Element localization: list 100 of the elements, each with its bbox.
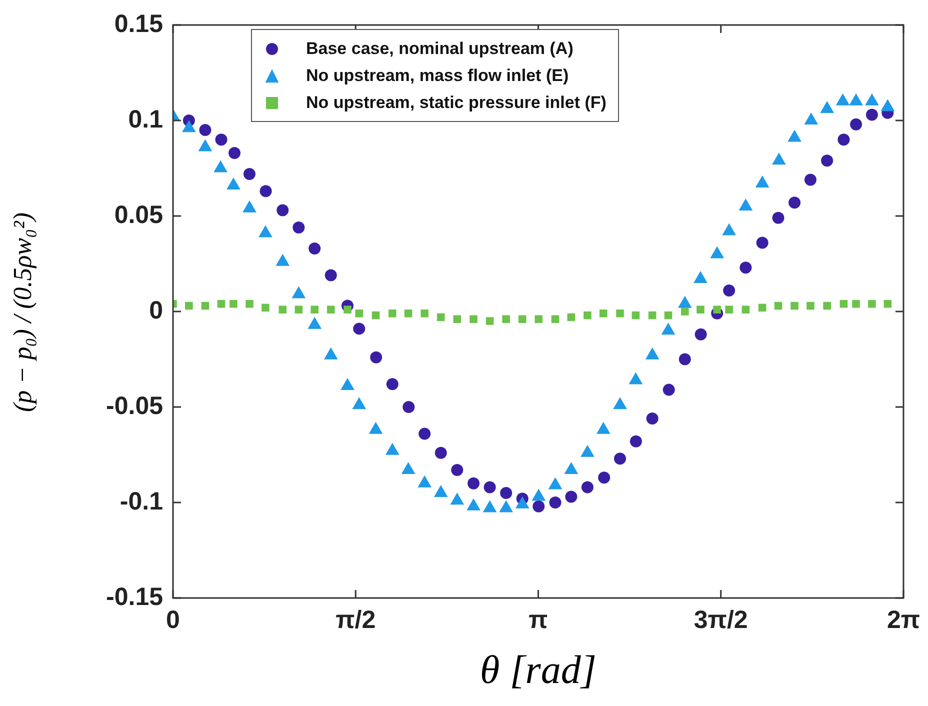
y-tick-label: 0 bbox=[149, 296, 163, 324]
point bbox=[648, 311, 656, 320]
point bbox=[756, 236, 768, 249]
point bbox=[616, 310, 624, 318]
point bbox=[404, 310, 412, 318]
point bbox=[230, 300, 238, 308]
point bbox=[292, 221, 305, 234]
point bbox=[502, 315, 510, 324]
point bbox=[806, 302, 814, 310]
point bbox=[772, 212, 784, 224]
point bbox=[565, 490, 578, 503]
y-tick-label: 0.15 bbox=[114, 10, 164, 38]
point bbox=[584, 311, 592, 320]
point bbox=[276, 204, 289, 216]
point bbox=[884, 300, 892, 308]
point bbox=[788, 196, 801, 209]
y-tick-label: -0.15 bbox=[106, 582, 164, 611]
point bbox=[821, 154, 834, 167]
y-tick-label: -0.05 bbox=[106, 392, 164, 420]
y-axis-title: (p − p₀) / (0.5ρw₀²) bbox=[8, 212, 38, 412]
x-tick-label: π bbox=[528, 606, 548, 634]
point bbox=[758, 304, 766, 312]
point bbox=[694, 328, 707, 340]
point bbox=[868, 300, 876, 308]
point bbox=[370, 351, 382, 364]
point bbox=[823, 302, 831, 310]
point bbox=[632, 311, 640, 320]
point bbox=[662, 384, 675, 396]
point bbox=[451, 464, 464, 476]
legend-label: No upstream, mass flow inlet (E) bbox=[306, 66, 569, 86]
point bbox=[790, 302, 798, 310]
point bbox=[402, 401, 415, 413]
point bbox=[774, 302, 782, 310]
point bbox=[185, 302, 193, 310]
point bbox=[372, 311, 380, 320]
point bbox=[725, 306, 733, 314]
point bbox=[678, 353, 691, 366]
point bbox=[201, 302, 210, 310]
x-tick-label: 3π/2 bbox=[694, 606, 748, 634]
point bbox=[532, 500, 545, 512]
point bbox=[468, 477, 480, 490]
point bbox=[308, 242, 321, 254]
point bbox=[713, 306, 721, 314]
point bbox=[324, 269, 337, 282]
point bbox=[551, 315, 560, 324]
point bbox=[484, 481, 496, 494]
x-tick-label: 2π bbox=[886, 606, 920, 634]
point bbox=[681, 308, 689, 316]
point bbox=[549, 496, 562, 508]
point bbox=[696, 306, 704, 314]
point bbox=[630, 435, 642, 448]
point bbox=[486, 317, 494, 325]
point bbox=[294, 306, 303, 314]
y-tick-label: 0.05 bbox=[114, 200, 164, 229]
point bbox=[581, 481, 594, 494]
point bbox=[355, 310, 364, 318]
point bbox=[742, 306, 750, 314]
x-tick-label: π/2 bbox=[336, 606, 376, 634]
point bbox=[600, 310, 608, 318]
x-axis-title: θ [rad] bbox=[480, 646, 596, 693]
point bbox=[420, 310, 428, 318]
point bbox=[418, 428, 431, 440]
y-tick-label: -0.1 bbox=[120, 487, 164, 516]
point bbox=[217, 300, 226, 308]
point bbox=[838, 134, 850, 146]
point bbox=[215, 134, 228, 146]
point bbox=[840, 300, 848, 308]
point bbox=[804, 174, 816, 186]
point bbox=[262, 304, 270, 312]
point bbox=[723, 284, 736, 296]
point bbox=[353, 322, 366, 335]
point bbox=[260, 185, 272, 198]
point bbox=[646, 412, 658, 424]
point bbox=[246, 300, 254, 308]
point bbox=[228, 146, 240, 159]
point bbox=[534, 315, 543, 324]
point bbox=[850, 118, 862, 130]
point bbox=[852, 300, 860, 308]
point bbox=[344, 306, 352, 314]
point bbox=[244, 168, 256, 180]
point bbox=[326, 306, 335, 314]
point bbox=[386, 378, 398, 390]
point bbox=[388, 310, 396, 318]
point bbox=[500, 486, 512, 499]
point bbox=[614, 452, 626, 465]
legend-label: Base case, nominal upstream (A) bbox=[306, 38, 574, 58]
point bbox=[199, 124, 212, 136]
point bbox=[434, 446, 447, 459]
point bbox=[740, 262, 752, 274]
point bbox=[866, 108, 878, 121]
y-tick-label: 0.1 bbox=[128, 105, 164, 134]
point bbox=[453, 315, 462, 324]
point bbox=[278, 306, 287, 314]
point bbox=[518, 315, 526, 324]
point bbox=[310, 306, 318, 314]
point bbox=[567, 313, 576, 322]
point bbox=[664, 311, 672, 320]
point bbox=[598, 472, 610, 484]
legend-label: No upstream, static pressure inlet (F) bbox=[306, 92, 606, 112]
point bbox=[436, 313, 445, 322]
